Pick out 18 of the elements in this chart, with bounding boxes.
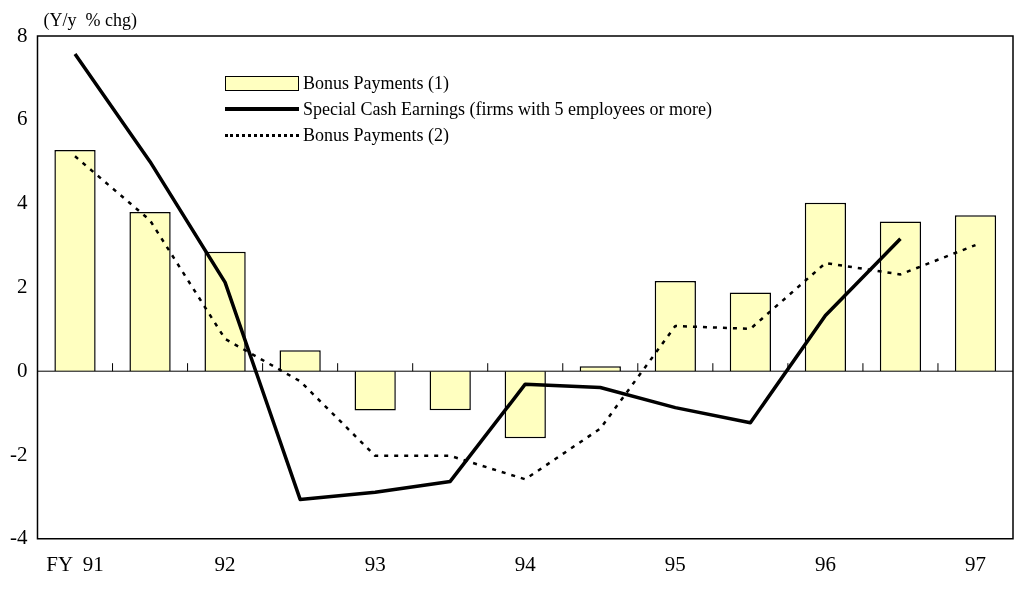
x-tick-label: 95	[664, 551, 686, 576]
y-tick-label: 2	[16, 273, 28, 298]
y-tick-label: 8	[16, 22, 28, 47]
x-tick-label: FY 91	[46, 551, 104, 576]
legend-label: Bonus Payments (1)	[303, 72, 449, 95]
x-tick-label: 94	[514, 551, 537, 576]
x-tick-label: 92	[214, 551, 236, 576]
x-tick-label: 93	[364, 551, 386, 576]
y-tick-label: 6	[16, 106, 28, 131]
x-tick-label: 96	[814, 551, 836, 576]
y-tick-label: 4	[16, 190, 28, 215]
x-tick-label: 97	[964, 551, 986, 576]
y-tick-label: -4	[9, 525, 28, 550]
y-axis-title: (Y/y % chg)	[43, 9, 137, 31]
y-tick-label: -2	[9, 441, 28, 466]
y-tick-label: 0	[16, 357, 28, 382]
legend-label: Special Cash Earnings (firms with 5 employees or more)	[303, 98, 712, 121]
legend-label: Bonus Payments (2)	[303, 124, 449, 147]
